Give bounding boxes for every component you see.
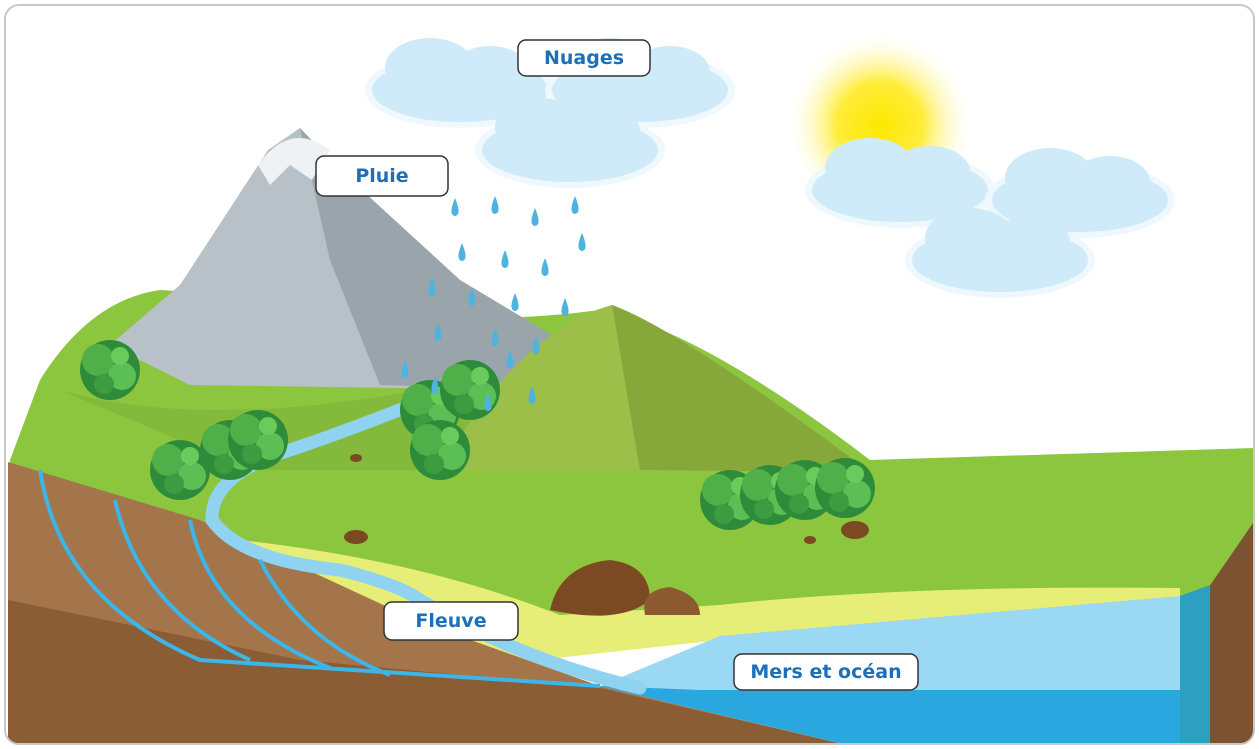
water-cycle-diagram: Nuages Pluie Fleuve Mers et océan [0,0,1259,749]
label: Nuages [544,47,624,69]
scene [5,5,1255,748]
label: Fleuve [415,610,486,632]
label: Pluie [355,165,408,187]
label: Mers et océan [750,661,901,683]
